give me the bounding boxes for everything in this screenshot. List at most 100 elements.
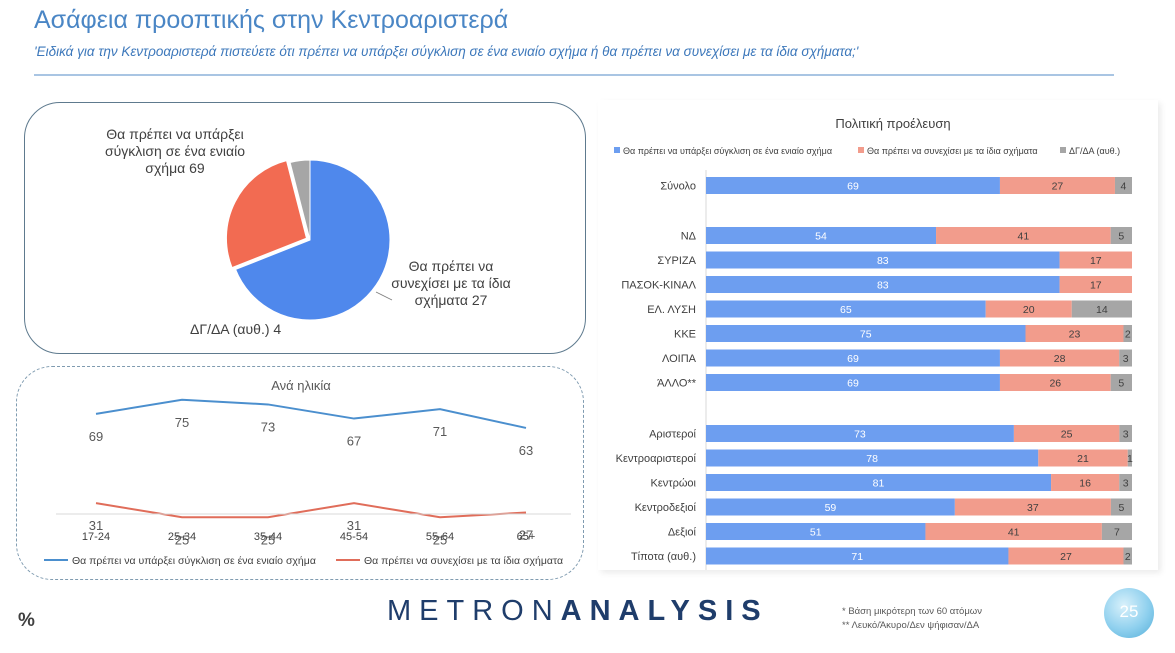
line-x-tick: 55-64 [426, 531, 454, 543]
bar-segment [1051, 474, 1120, 491]
bar-category-label: Κεντροαριστεροί [616, 453, 697, 465]
bar-segment [1123, 325, 1132, 342]
percent-unit: % [18, 610, 35, 631]
bar-segment [706, 300, 986, 318]
footnote-1: * Βάση μικρότερη των 60 ατόμων [842, 606, 982, 617]
bar-value-label: 81 [873, 478, 885, 490]
bar-value-label: 27 [1052, 181, 1064, 193]
bar-value-label: 27 [1060, 551, 1072, 563]
logo-part-a: METRON [387, 595, 561, 627]
bar-segment [999, 374, 1111, 391]
pie-chart [225, 159, 393, 321]
line-panel [16, 366, 584, 580]
line-point-label: 25 [433, 532, 447, 547]
bar-value-label: 5 [1118, 231, 1124, 243]
bar-value-label: 14 [1096, 304, 1108, 316]
bar-value-label: 3 [1123, 353, 1129, 365]
page-title: Ασάφεια προοπτικής στην Κεντροαριστερά [34, 6, 509, 34]
bar-segment [706, 474, 1052, 491]
bar-category-label: ΠΑΣΟΚ-ΚΙΝΑΛ [621, 280, 696, 292]
bar-segment [999, 349, 1120, 367]
bar-value-label: 17 [1090, 280, 1102, 292]
bar-legend-label-2: ΔΓ/ΔΑ (αυθ.) [1069, 146, 1120, 156]
bar-value-label: 59 [825, 502, 837, 514]
metron-analysis-logo: METRONANALYSIS [387, 595, 769, 628]
bar-value-label: 71 [851, 551, 863, 563]
bar-segment [706, 523, 926, 540]
pie-slice-0 [234, 159, 391, 321]
bar-value-label: 3 [1123, 478, 1129, 490]
bar-segment [706, 425, 1014, 442]
bar-segment [1013, 425, 1120, 442]
bar-legend-swatch-1 [858, 147, 864, 153]
line-legend-label-0: Θα πρέπει να υπάρξει σύγκλιση σε ένα ενι… [72, 555, 316, 567]
pie-label-dk: ΔΓ/ΔΑ (αυθ.) 4 [190, 321, 282, 337]
line-point-label: 69 [89, 429, 103, 444]
bar-segment [1059, 276, 1132, 293]
bar-legend-label-1: Θα πρέπει να συνεχίσει με τα ίδια σχήματ… [867, 146, 1038, 156]
bar-segment [936, 227, 1111, 244]
bar-segment [1110, 498, 1132, 516]
bar-category-label: Τίποτα (αυθ.) [631, 551, 696, 563]
bar-segment [985, 300, 1072, 318]
footnote-2: ** Λευκό/Άκυρο/Δεν ψήφισαν/ΔΑ [842, 620, 980, 631]
bar-legend-swatch-2 [1060, 147, 1066, 153]
line-legend-label-1: Θα πρέπει να συνεχίσει με τα ίδια σχήματ… [364, 555, 563, 567]
bar-category-label: Αριστεροί [649, 429, 696, 441]
bar-value-label: 83 [877, 255, 889, 267]
bar-value-label: 23 [1069, 329, 1081, 341]
bar-segment [1114, 177, 1132, 194]
bar-segment [1071, 300, 1132, 318]
bar-category-label: ΛΟΙΠΑ [662, 353, 697, 365]
bar-legend-swatch-0 [614, 147, 620, 153]
bar-segment [706, 177, 1000, 194]
logo-part-b: ANALYSIS [560, 595, 769, 627]
bar-segment [1119, 349, 1132, 367]
bar-value-label: 4 [1121, 181, 1127, 193]
line-point-label: 31 [89, 518, 103, 533]
bar-value-label: 65 [840, 304, 852, 316]
line-x-tick: 35-44 [254, 531, 282, 543]
bar-value-label: 1 [1127, 453, 1133, 465]
bar-value-label: 21 [1077, 453, 1089, 465]
bar-segment [706, 374, 1000, 391]
bar-value-label: 3 [1123, 429, 1129, 441]
bar-segment [706, 227, 937, 244]
bar-value-label: 69 [847, 378, 859, 390]
bar-segment [1110, 374, 1132, 391]
line-point-label: 73 [261, 419, 275, 434]
bar-value-label: 54 [815, 231, 827, 243]
bar-segment [925, 523, 1102, 540]
bar-legend-label-0: Θα πρέπει να υπάρξει σύγκλιση σε ένα ενι… [623, 146, 832, 156]
bar-value-label: 5 [1118, 378, 1124, 390]
bar-segment [706, 449, 1039, 467]
line-x-tick: 25-34 [168, 531, 196, 543]
line-point-label: 71 [433, 424, 447, 439]
bar-segment [1025, 325, 1124, 342]
pie-slice-1 [225, 160, 308, 269]
line-x-tick: 45-54 [340, 531, 368, 543]
bar-value-label: 25 [1061, 429, 1073, 441]
bar-category-label: Κεντρώοι [651, 478, 697, 490]
line-point-label: 25 [261, 532, 275, 547]
bar-segment [1038, 449, 1128, 467]
bar-segment [706, 547, 1009, 565]
bar-segment [954, 498, 1111, 516]
bar-value-label: 2 [1125, 329, 1131, 341]
bar-segment [706, 325, 1026, 342]
bar-category-label: ΚΚΕ [674, 329, 696, 341]
bar-category-label: Κεντροδεξιοί [635, 502, 697, 514]
pie-slice-2 [289, 159, 311, 241]
bar-segment [706, 498, 955, 516]
bar-segment [1119, 425, 1132, 442]
pie-panel [24, 102, 586, 354]
line-x-tick: 17-24 [82, 531, 110, 543]
bar-segment [1008, 547, 1124, 565]
page-number-badge: 25 [1104, 588, 1154, 638]
bar-segment [1059, 251, 1132, 269]
bar-value-label: 78 [866, 453, 878, 465]
bar-value-label: 2 [1125, 551, 1131, 563]
bar-chart-title: Πολιτική προέλευση [835, 116, 950, 131]
title-divider [34, 74, 1114, 76]
bar-category-label: ΕΛ. ΛΥΣΗ [647, 304, 696, 316]
